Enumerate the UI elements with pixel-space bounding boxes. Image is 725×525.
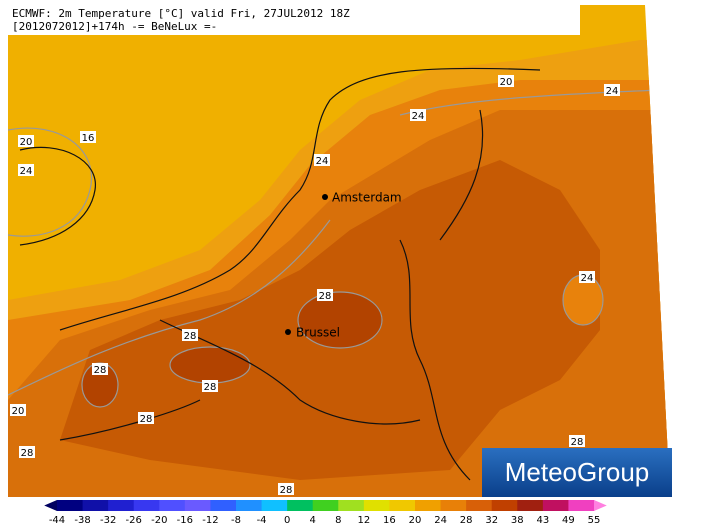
contour-label: 28 (94, 365, 107, 376)
colorbar-segment (82, 500, 109, 511)
contour-label: 24 (581, 273, 594, 284)
header-title: ECMWF: 2m Temperature [°C] valid Fri, 27… (12, 7, 350, 20)
colorbar-segment (491, 500, 518, 511)
colorbar-tick-label: 4 (310, 515, 316, 525)
contour-label-box (317, 289, 333, 301)
colorbar-segment (389, 500, 416, 511)
colorbar-tick-label: 8 (335, 515, 341, 525)
contour-label-box (138, 412, 154, 424)
contour-labels: 16 20 20 20 24 24 24 24 24 28 28 28 28 28 28 28 28 (10, 75, 620, 496)
colorbar-segment (236, 500, 263, 511)
logo-box (482, 448, 672, 497)
contour-label-box (19, 446, 35, 458)
contour-label: 24 (606, 86, 619, 97)
colorbar-tick-label: 20 (409, 515, 422, 525)
colorbar-segment (415, 500, 442, 511)
colorbar-segment (108, 500, 135, 511)
contour-label-box (92, 363, 108, 375)
colorbar-tick-label: 16 (383, 515, 396, 525)
colorbar-tick-label: -12 (202, 515, 218, 525)
colorbar-segment (57, 500, 84, 511)
contour-label-box (202, 380, 218, 392)
colorbar-segment (440, 500, 467, 511)
colorbar-tick-label: -8 (231, 515, 241, 525)
colorbar-tick-label: -4 (257, 515, 267, 525)
contour-label: 20 (20, 137, 33, 148)
contour-label-box (314, 154, 330, 166)
colorbar-tick-label: 0 (284, 515, 290, 525)
contour-label-box (498, 75, 514, 87)
colorbar-segment (363, 500, 390, 511)
contour-label: 24 (20, 166, 33, 177)
contour-label-box (80, 131, 96, 143)
colorbar-segment (261, 500, 288, 511)
colorbar-segment (312, 500, 339, 511)
contour-label: 28 (319, 291, 332, 302)
colorbar-segment (184, 500, 211, 511)
colorbar-tick-label: 55 (588, 515, 601, 525)
colorbar-tick-label: 28 (460, 515, 473, 525)
contour-label-box (278, 483, 294, 495)
contour-label: 24 (316, 156, 329, 167)
contour-label-box (569, 435, 585, 447)
city-dot (322, 194, 328, 200)
contour-label: 20 (500, 77, 513, 88)
colorbar-tick-label: -32 (100, 515, 116, 525)
colorbar-segment (210, 500, 237, 511)
header-box (8, 5, 580, 35)
city-dot (285, 329, 291, 335)
map-field (8, 5, 670, 497)
colorbar-segment (466, 500, 493, 511)
logo-text: MeteoGroup (505, 457, 650, 487)
colorbar-tick-label: 12 (357, 515, 370, 525)
city-label: Brussel (296, 326, 340, 340)
contour-label: 28 (184, 331, 197, 342)
colorbar-segment (133, 500, 160, 511)
colorbar-segment (287, 500, 314, 511)
contour-label-box (18, 164, 34, 176)
colorbar-tick-label: 49 (562, 515, 575, 525)
contour-label-box (579, 271, 595, 283)
colorbar-segment (542, 500, 569, 511)
colorbar-segment (517, 500, 544, 511)
colorbar-segment (338, 500, 365, 511)
contour-label: 28 (280, 485, 293, 496)
contour-label: 28 (21, 448, 34, 459)
contour-label: 24 (412, 111, 425, 122)
colorbar-tick-label: -20 (151, 515, 167, 525)
colorbar-tick-label: -26 (126, 515, 142, 525)
contour-label: 28 (140, 414, 153, 425)
colorbar: -44 -38 -32 -26 -20 -16 -12 -8 -4 0 4 8 12 16 20 24 28 32… (44, 500, 607, 525)
colorbar-segment (568, 500, 595, 511)
contour-label-box (604, 84, 620, 96)
colorbar-tick-label: 38 (511, 515, 524, 525)
contour-label: 16 (82, 133, 95, 144)
colorbar-tick-label: -44 (49, 515, 65, 525)
colorbar-tick-label: 43 (536, 515, 549, 525)
colorbar-tick-label: -38 (74, 515, 90, 525)
colorbar-tick-label: -16 (177, 515, 193, 525)
contour-label: 20 (12, 406, 25, 417)
colorbar-tick-label: 24 (434, 515, 447, 525)
contour-label-box (410, 109, 426, 121)
colorbar-end (44, 500, 57, 511)
city-label: Amsterdam (332, 191, 402, 205)
colorbar-tick-label: 32 (485, 515, 498, 525)
contour-label: 28 (571, 437, 584, 448)
header-subtitle: [2012072012]+174h -= BeNeLux =- (12, 20, 217, 33)
colorbar-end (594, 500, 607, 511)
colorbar-segment (159, 500, 186, 511)
contour-label: 28 (204, 382, 217, 393)
contour-label-box (18, 135, 34, 147)
contour-label-box (182, 329, 198, 341)
contour-label-box (10, 404, 26, 416)
